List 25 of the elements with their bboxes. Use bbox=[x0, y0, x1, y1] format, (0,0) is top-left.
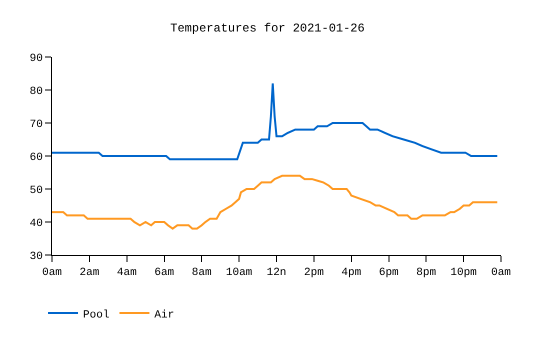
x-tick-label: 8pm bbox=[416, 267, 436, 280]
chart-title: Temperatures for 2021-01-26 bbox=[170, 21, 365, 36]
y-tick-label: 90 bbox=[30, 52, 43, 65]
x-tick-label: 6pm bbox=[378, 267, 400, 280]
y-tick-label: 50 bbox=[30, 184, 43, 197]
x-tick-label: 0am bbox=[491, 267, 512, 280]
y-tick-label: 80 bbox=[30, 86, 43, 98]
line-series bbox=[52, 82, 498, 160]
x-tick-label: 10pm bbox=[450, 267, 478, 280]
x-tick-label: 0am bbox=[42, 267, 62, 280]
y-tick-label: 70 bbox=[30, 118, 43, 131]
legend-label: Pool bbox=[83, 309, 110, 322]
y-tick-label: 40 bbox=[30, 218, 43, 230]
x-tick-label: 2am bbox=[80, 267, 100, 280]
y-tick-label: 60 bbox=[30, 152, 43, 164]
x-tick-label: 8am bbox=[192, 267, 212, 280]
x-tick-label: 10am bbox=[226, 267, 253, 280]
y-tick-label: 30 bbox=[30, 250, 43, 263]
x-tick-label: 4pm bbox=[341, 267, 362, 280]
x-tick-label: 6am bbox=[154, 267, 175, 280]
x-tick-label: 4am bbox=[116, 267, 138, 280]
x-tick-label: 12n bbox=[266, 267, 286, 280]
line-series bbox=[52, 174, 498, 230]
x-tick-label: 2pm bbox=[304, 267, 324, 280]
legend-label: Air bbox=[154, 309, 174, 322]
